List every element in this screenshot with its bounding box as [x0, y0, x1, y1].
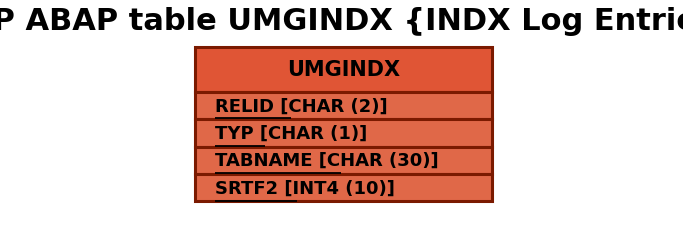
Bar [195, 92, 492, 120]
Text: SAP ABAP table UMGINDX {INDX Log Entries}: SAP ABAP table UMGINDX {INDX Log Entries… [0, 7, 683, 36]
Bar [195, 174, 492, 201]
Bar [195, 147, 492, 174]
Bar [195, 47, 492, 92]
Text: SRTF2 [INT4 (10)]: SRTF2 [INT4 (10)] [215, 179, 395, 197]
Text: TYP [CHAR (1)]: TYP [CHAR (1)] [215, 124, 367, 142]
Bar [195, 120, 492, 147]
Text: RELID [CHAR (2)]: RELID [CHAR (2)] [215, 97, 388, 115]
Text: TABNAME [CHAR (30)]: TABNAME [CHAR (30)] [215, 152, 438, 170]
Text: UMGINDX: UMGINDX [287, 60, 400, 80]
